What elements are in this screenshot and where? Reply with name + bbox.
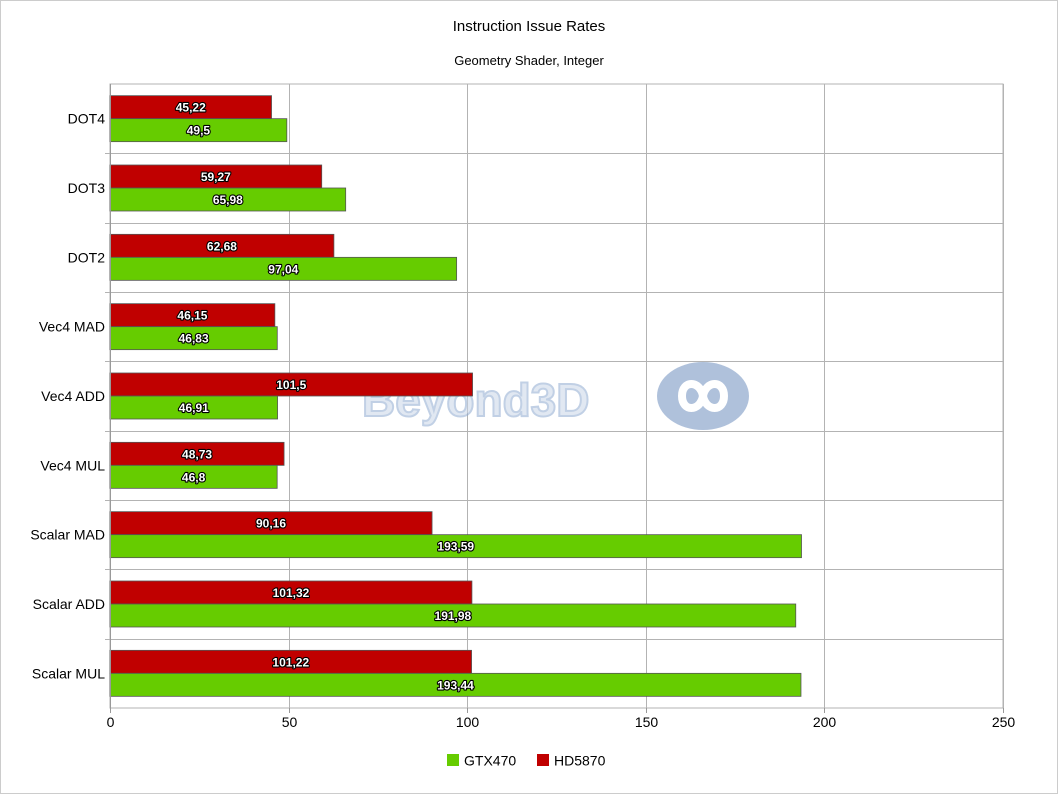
- axes: 0 50 100 150 200 250 DOT4 DOT3 DOT2 Vec4 MAD Vec4 …: [30, 84, 1015, 730]
- data-label: 65,98: [213, 193, 243, 207]
- y-category-label: Vec4 MUL: [40, 457, 105, 473]
- data-label: 193,59: [437, 540, 474, 554]
- y-category-label: Scalar MUL: [32, 665, 105, 681]
- y-category-label: DOT3: [68, 180, 106, 196]
- data-label: 62,68: [207, 239, 237, 253]
- x-tick-label: 200: [813, 714, 837, 730]
- x-tick-label: 150: [635, 714, 659, 730]
- data-label: 46,8: [182, 470, 206, 484]
- y-category-label: Scalar ADD: [33, 596, 105, 612]
- data-label: 191,98: [435, 609, 472, 623]
- x-tick-label: 250: [992, 714, 1016, 730]
- data-label: 48,73: [182, 447, 212, 461]
- y-category-label: DOT4: [68, 111, 106, 127]
- chart-subtitle: Geometry Shader, Integer: [454, 53, 604, 68]
- data-label: 193,44: [437, 678, 474, 692]
- data-label: 46,91: [179, 401, 209, 415]
- x-tick-label: 50: [282, 714, 298, 730]
- y-category-label: Vec4 ADD: [41, 388, 105, 404]
- data-label: 46,15: [177, 309, 207, 323]
- data-label: 101,22: [272, 655, 309, 669]
- data-label: 45,22: [176, 101, 206, 115]
- data-label: 46,83: [179, 332, 209, 346]
- legend: GTX470 HD5870: [447, 753, 606, 769]
- y-category-label: Scalar MAD: [30, 527, 105, 543]
- chart-title: Instruction Issue Rates: [453, 18, 606, 35]
- x-tick-label: 0: [107, 714, 115, 730]
- data-label: 90,16: [256, 517, 286, 531]
- legend-swatch-hd5870: [537, 754, 549, 766]
- x-tick-label: 100: [456, 714, 480, 730]
- data-label: 49,5: [187, 124, 211, 138]
- legend-label-hd5870: HD5870: [554, 753, 606, 769]
- infinity-icon: [657, 362, 749, 430]
- data-label: 97,04: [268, 262, 298, 276]
- data-label: 101,32: [273, 586, 310, 600]
- data-label: 101,5: [276, 378, 306, 392]
- y-category-label: DOT2: [68, 249, 106, 265]
- data-label: 59,27: [201, 170, 231, 184]
- gridlines: [105, 83, 1004, 709]
- legend-swatch-gtx470: [447, 754, 459, 766]
- legend-label-gtx470: GTX470: [464, 753, 516, 769]
- y-category-label: Vec4 MAD: [39, 319, 105, 335]
